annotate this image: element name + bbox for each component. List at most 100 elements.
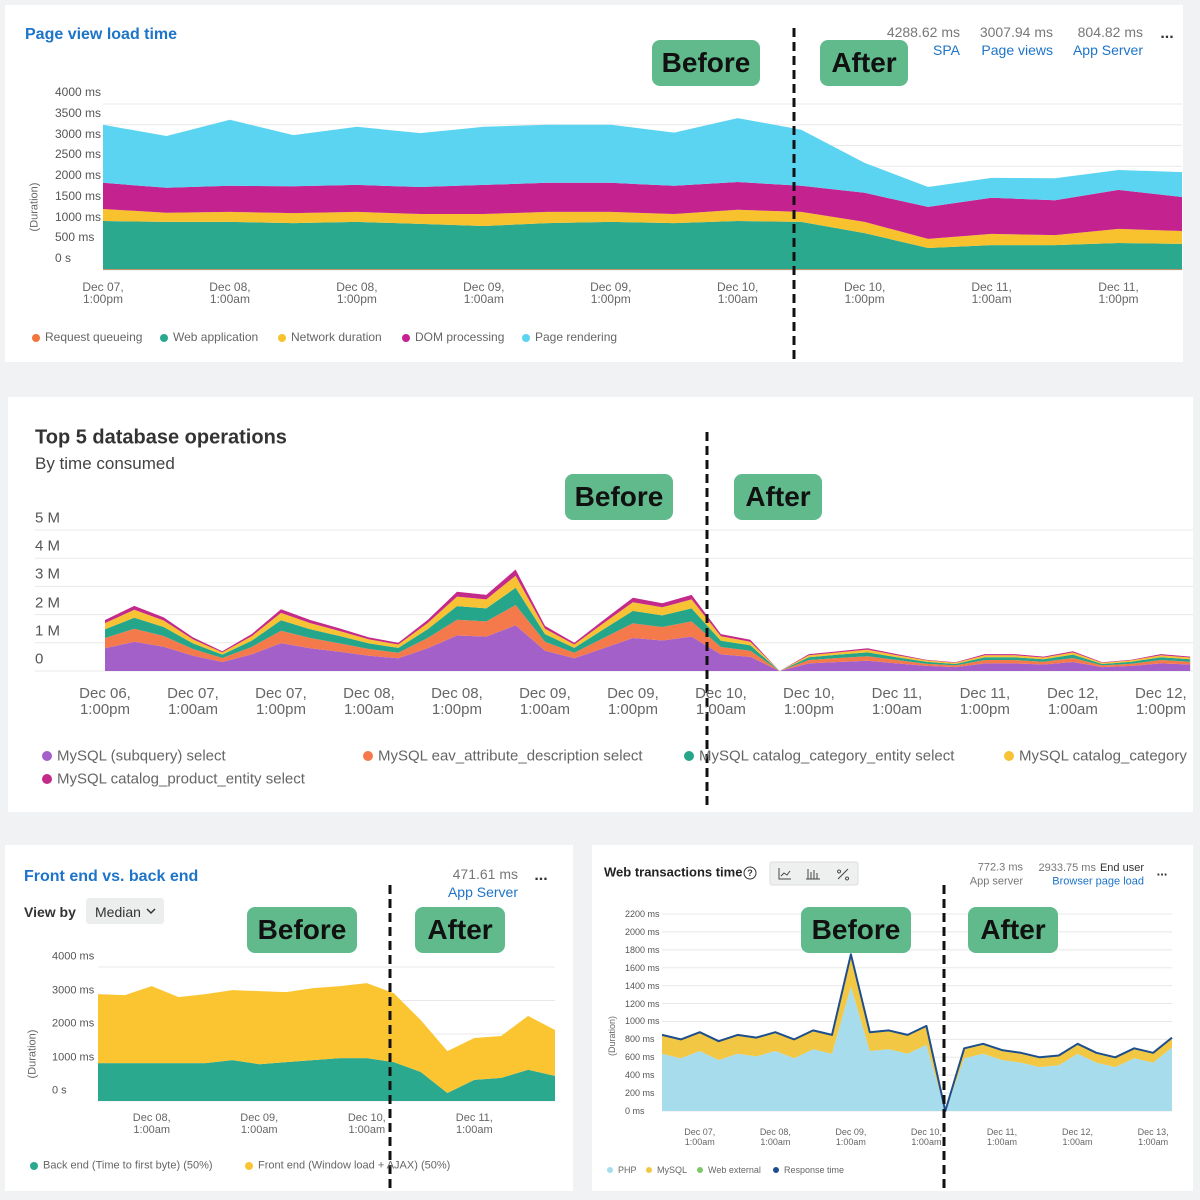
legend-label[interactable]: MySQL (subquery) select — [57, 747, 226, 765]
stat-amount: 772.3 ms — [977, 861, 1023, 874]
x-tick-label: Dec 10, 1:00am — [910, 1127, 942, 1147]
x-tick-label: Dec 07, 1:00am — [167, 685, 219, 718]
legend-swatch — [160, 334, 168, 342]
stat-name[interactable]: Page views — [981, 41, 1053, 58]
y-tick-label: 1000 ms — [625, 1016, 660, 1027]
more-menu[interactable]: ... — [1160, 24, 1174, 42]
stat-name[interactable]: Browser page load — [1052, 875, 1144, 888]
legend-label[interactable]: Page rendering — [535, 330, 618, 345]
stat-name: App server — [969, 875, 1023, 888]
y-tick-label: 2200 ms — [625, 908, 660, 919]
legend-label[interactable]: Network duration — [291, 330, 382, 345]
y-tick-label: 600 ms — [625, 1052, 655, 1063]
annotation-label: Before — [257, 913, 347, 945]
x-tick-label: Dec 12, 1:00am — [1062, 1127, 1094, 1147]
legend-label[interactable]: Web external — [708, 1164, 761, 1175]
legend-label[interactable]: Web application — [173, 330, 259, 345]
stat-amount: 2933.75 ms — [1038, 862, 1096, 874]
y-tick-label: 0 ms — [625, 1105, 645, 1116]
x-tick-label: Dec 10, 1:00pm — [843, 280, 886, 306]
y-tick-label: 3000 ms — [52, 984, 95, 997]
x-tick-label: Dec 08, 1:00pm — [336, 280, 378, 306]
legend-label[interactable]: Front end (Window load + AJAX) (50%) — [258, 1159, 451, 1172]
percent-toggle[interactable] — [837, 868, 849, 881]
annotation-label: After — [745, 480, 811, 512]
y-tick-label: 1000 ms — [52, 1051, 95, 1064]
x-tick-label: Dec 11, 1:00pm — [959, 685, 1011, 718]
legend-swatch — [245, 1162, 253, 1170]
response-line — [661, 953, 1173, 1112]
help-icon[interactable] — [743, 866, 757, 880]
stat-amount: 3007.94 ms — [979, 23, 1053, 40]
stat-kind: End user — [1099, 862, 1144, 874]
legend-label[interactable]: DOM processing — [415, 330, 505, 345]
legend-swatch — [684, 751, 694, 761]
legend-swatch — [1004, 751, 1014, 761]
y-tick-label: 3000 ms — [55, 126, 102, 141]
view-by-label: View by — [24, 903, 76, 920]
y-axis-label: (Duration) — [606, 1015, 617, 1057]
view-by-value[interactable]: Median — [95, 903, 141, 920]
annotation-label: Before — [574, 480, 664, 512]
y-tick-label: 2000 ms — [625, 926, 660, 937]
legend-label[interactable]: MySQL catalog_category — [1019, 747, 1187, 765]
y-tick-label: 1000 ms — [55, 209, 102, 224]
x-tick-label: Dec 07, 1:00pm — [255, 685, 307, 718]
annotation-badge — [247, 907, 357, 953]
legend-label[interactable]: PHP — [618, 1164, 637, 1175]
y-tick-label: 0 s — [55, 251, 72, 266]
legend-label[interactable]: MySQL eav_attribute_description select — [378, 747, 643, 765]
legend-label[interactable]: MySQL — [657, 1164, 688, 1175]
legend-label[interactable]: Request queueing — [45, 330, 143, 345]
x-tick-label: Dec 10, 1:00pm — [783, 685, 835, 718]
annotation-badge — [801, 907, 911, 953]
legend-label[interactable]: Back end (Time to first byte) (50%) — [43, 1159, 213, 1172]
panel — [592, 845, 1193, 1191]
annotation-badge — [968, 907, 1058, 953]
legend-swatch — [363, 751, 373, 761]
stacked-area — [98, 1058, 555, 1101]
stat-name[interactable]: App Server — [447, 883, 518, 900]
y-tick-label: 2 M — [35, 593, 61, 611]
y-tick-label: 4000 ms — [55, 85, 102, 100]
area-toggle[interactable] — [778, 868, 791, 880]
y-tick-label: 500 ms — [55, 230, 95, 245]
x-tick-label: Dec 08, 1:00am — [759, 1127, 791, 1147]
annotation-badge — [652, 40, 760, 86]
legend-swatch — [278, 334, 286, 342]
legend-swatch — [42, 774, 52, 784]
legend-label[interactable]: MySQL catalog_product_entity select — [57, 770, 305, 788]
x-tick-label: Dec 13, 1:00am — [1137, 1127, 1169, 1147]
x-tick-label: Dec 12, 1:00pm — [1135, 685, 1187, 718]
dropdown-chevron — [146, 908, 156, 915]
x-tick-label: Dec 10, 1:00am — [695, 685, 747, 718]
annotation-label: Before — [811, 913, 901, 945]
stacked-area — [103, 209, 1182, 248]
help-mark[interactable]: ? — [747, 867, 753, 878]
stacked-area — [662, 955, 1172, 1111]
stacked-area — [662, 986, 1172, 1111]
x-tick-label: Dec 11, 1:00pm — [1098, 280, 1139, 306]
stacked-area — [105, 625, 1191, 671]
annotation-badge — [734, 474, 822, 520]
dropdown[interactable] — [86, 898, 164, 924]
stacked-area — [98, 983, 555, 1093]
x-tick-label: Dec 09, 1:00am — [463, 280, 505, 306]
y-tick-label: 0 — [35, 650, 44, 668]
legend-label[interactable]: Response time — [784, 1164, 845, 1175]
legend-label[interactable]: MySQL catalog_category_entity select — [699, 747, 955, 765]
more-menu[interactable]: ... — [534, 866, 548, 884]
more-menu[interactable]: ... — [1156, 863, 1168, 879]
chart-title: Web transactions time — [604, 864, 743, 880]
stat-name[interactable]: App Server — [1072, 41, 1143, 58]
stat-name[interactable]: SPA — [933, 41, 960, 58]
x-tick-label: Dec 11, 1:00am — [971, 280, 1012, 306]
x-tick-label: Dec 09, 1:00am — [240, 1112, 279, 1136]
chart-title: Top 5 database operations — [35, 426, 287, 449]
y-tick-label: 2000 ms — [55, 168, 102, 183]
y-tick-label: 200 ms — [625, 1087, 655, 1098]
bar-toggle[interactable] — [806, 869, 820, 880]
stacked-area — [105, 605, 1191, 671]
